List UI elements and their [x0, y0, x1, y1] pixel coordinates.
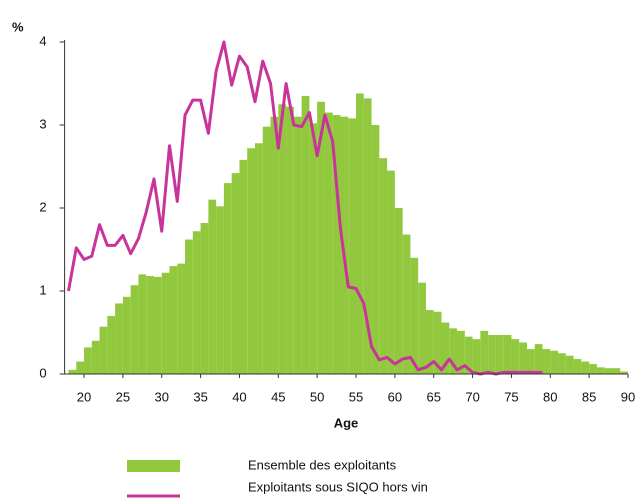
- bar: [293, 116, 302, 374]
- bar: [503, 334, 512, 374]
- bar: [107, 315, 116, 374]
- bar: [534, 344, 543, 374]
- x-tick-label: 45: [271, 389, 285, 404]
- y-axis-label: %: [12, 19, 24, 34]
- y-tick-label: 4: [39, 33, 46, 48]
- bar: [177, 263, 186, 374]
- bar: [185, 239, 193, 374]
- bar: [402, 234, 411, 374]
- bar: [324, 112, 333, 375]
- bar: [286, 106, 294, 375]
- bar: [200, 222, 209, 374]
- x-tick-label: 55: [349, 389, 363, 404]
- bar: [457, 330, 465, 374]
- bar: [480, 330, 489, 374]
- bar: [192, 231, 201, 374]
- bar: [604, 368, 613, 374]
- bar: [612, 368, 621, 374]
- bar: [68, 369, 77, 374]
- x-tick-label: 35: [193, 389, 207, 404]
- bar: [620, 371, 628, 374]
- bar: [84, 347, 92, 374]
- legend-label: Ensemble des exploitants: [248, 457, 397, 472]
- bar: [511, 339, 520, 374]
- bar: [99, 326, 108, 374]
- bar: [231, 173, 240, 374]
- bar: [542, 349, 551, 374]
- x-tick-label: 25: [116, 389, 130, 404]
- x-tick-label: 80: [543, 389, 557, 404]
- bar: [122, 296, 131, 374]
- bar: [91, 340, 100, 374]
- bar: [387, 170, 395, 374]
- bar: [317, 101, 325, 374]
- bar: [356, 93, 364, 375]
- bar: [495, 334, 504, 374]
- bar: [379, 158, 388, 374]
- x-tick-label: 50: [310, 389, 324, 404]
- bar: [247, 148, 255, 374]
- x-tick-label: 60: [388, 389, 402, 404]
- bar: [239, 159, 248, 374]
- y-tick-label: 2: [39, 199, 46, 214]
- x-tick-label: 70: [465, 389, 479, 404]
- bar: [425, 310, 434, 374]
- bar: [441, 322, 450, 374]
- bar: [418, 282, 426, 374]
- x-axis-label: Age: [334, 415, 359, 430]
- bar: [449, 328, 458, 374]
- bar: [208, 199, 217, 374]
- bar: [332, 115, 341, 374]
- x-tick-label: 90: [621, 389, 635, 404]
- bar: [472, 339, 481, 374]
- x-tick-label: 85: [582, 389, 596, 404]
- bar: [348, 118, 357, 374]
- x-tick-label: 65: [426, 389, 440, 404]
- bar: [596, 367, 605, 374]
- bar: [565, 355, 574, 374]
- bar: [589, 364, 597, 374]
- bar: [138, 274, 147, 374]
- y-tick-label: 3: [39, 116, 46, 131]
- bar: [371, 125, 380, 374]
- bar: [340, 116, 349, 374]
- bar: [223, 183, 232, 374]
- bar: [581, 361, 590, 374]
- bar: [526, 349, 535, 374]
- bar: [76, 361, 85, 374]
- bar: [278, 104, 287, 374]
- bar: [254, 143, 263, 374]
- bar: [433, 311, 442, 374]
- bar: [130, 285, 139, 374]
- line: [67, 40, 543, 376]
- bar: [488, 334, 496, 374]
- bar: [394, 208, 403, 374]
- y-tick-label: 1: [39, 282, 46, 297]
- bar: [270, 116, 279, 374]
- x-tick-label: 30: [155, 389, 169, 404]
- bar: [464, 336, 473, 374]
- y-tick-label: 0: [39, 365, 46, 380]
- bar: [519, 342, 527, 374]
- bar: [216, 206, 224, 374]
- x-tick-label: 20: [77, 389, 91, 404]
- legend-swatch: [127, 460, 180, 472]
- bar: [146, 276, 154, 374]
- x-tick-label: 75: [504, 389, 518, 404]
- bar: [410, 257, 419, 374]
- bar: [573, 359, 582, 374]
- bar: [169, 266, 178, 374]
- bar: [558, 353, 566, 374]
- bar: [262, 126, 271, 374]
- x-tick-label: 40: [232, 389, 246, 404]
- bar: [309, 123, 318, 374]
- bar: [550, 350, 559, 374]
- bar: [153, 276, 162, 374]
- legend-label: Exploitants sous SIQO hors vin: [248, 479, 428, 494]
- bar: [115, 303, 123, 374]
- bar: [301, 95, 310, 374]
- bar: [363, 98, 372, 374]
- bar: [161, 272, 170, 374]
